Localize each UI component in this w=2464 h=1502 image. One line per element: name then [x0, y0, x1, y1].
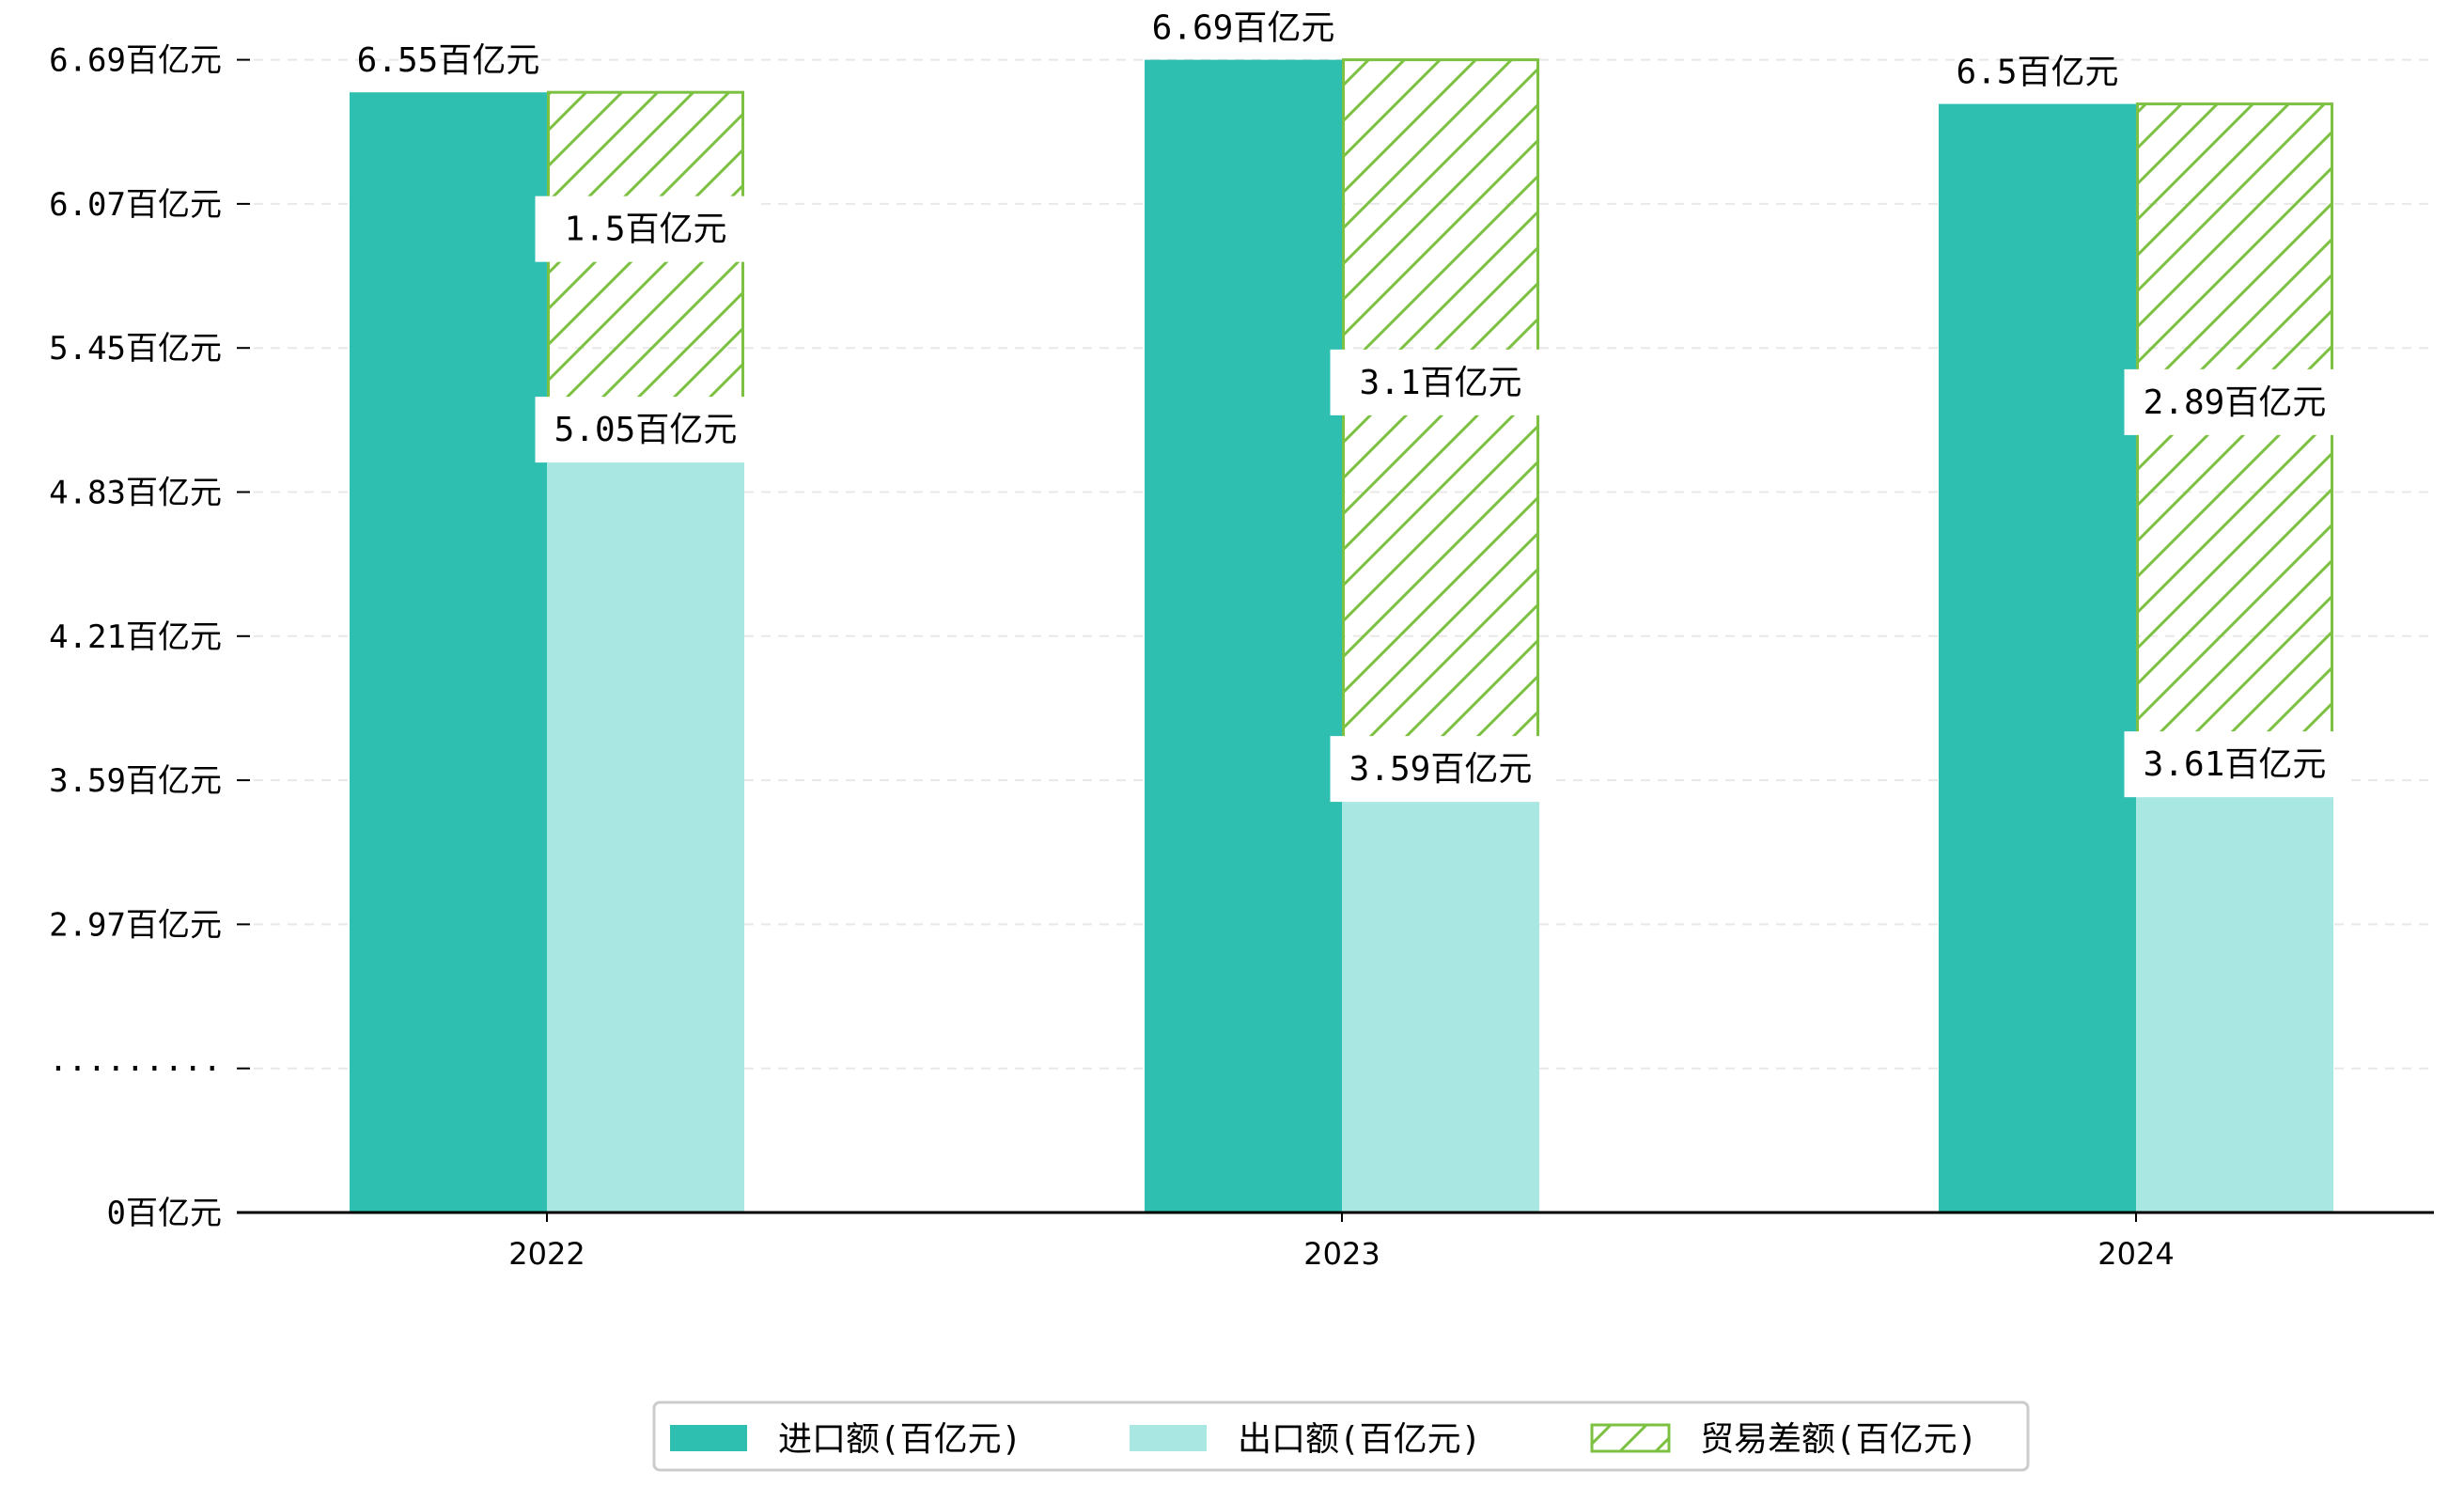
y-tick-label: 6.69百亿元	[49, 42, 222, 80]
data-label-import: 6.69百亿元	[1152, 9, 1335, 48]
data-label-export: 3.61百亿元	[2144, 745, 2327, 784]
x-tick-label: 2024	[2098, 1236, 2174, 1272]
y-tick-label: 3.59百亿元	[49, 762, 222, 800]
data-label-import: 6.55百亿元	[357, 41, 540, 80]
data-label-import: 6.5百亿元	[1956, 54, 2118, 92]
data-label-balance: 2.89百亿元	[2144, 383, 2327, 422]
x-tick-label: 2022	[508, 1236, 585, 1272]
bar-import-2023	[1145, 59, 1342, 1213]
legend-box	[652, 1400, 2030, 1472]
bars	[350, 58, 2333, 1213]
bar-balance-2023	[1342, 58, 1539, 782]
data-labels: 6.55百亿元 5.05百亿元 1.5百亿元 6.69百亿元 3.59百亿元 3.1百亿元…	[357, 9, 2346, 803]
data-label-export-bg	[1330, 736, 1552, 803]
data-label-export: 5.05百亿元	[554, 411, 738, 449]
bar-import-2024	[1939, 103, 2136, 1213]
bar-export-2022	[547, 441, 744, 1213]
legend: 进口额(百亿元) 出口额(百亿元) 贸易差额(百亿元)	[652, 1400, 2030, 1472]
data-label-balance-bg	[535, 196, 756, 262]
data-label-balance-bg	[1330, 349, 1552, 415]
bar-export-2024	[2136, 775, 2333, 1213]
data-label-export-bg	[2124, 731, 2346, 798]
x-tick-label: 2023	[1303, 1236, 1380, 1272]
legend-swatch	[1130, 1425, 1207, 1451]
legend-label: 贸易差额(百亿元)	[1700, 1420, 1977, 1459]
bar-balance-2022	[547, 90, 744, 443]
data-label-balance-bg	[2124, 368, 2346, 435]
legend-swatch	[1590, 1423, 1671, 1453]
y-tick-label: 5.45百亿元	[49, 330, 222, 368]
y-tick-label: 2.97百亿元	[49, 906, 222, 944]
legend-swatch	[670, 1425, 747, 1451]
y-tick-label: ·········	[49, 1051, 222, 1088]
y-tick-label: 4.21百亿元	[49, 618, 222, 656]
bar-balance-2024	[2136, 102, 2333, 777]
data-label-balance: 3.1百亿元	[1359, 364, 1521, 402]
legend-label: 出口额(百亿元)	[1238, 1420, 1481, 1459]
data-label-export: 3.59百亿元	[1349, 750, 1533, 789]
axes: 0百亿元 ········· 2.97百亿元 3.59百亿元 4.21百亿元 4.83百亿…	[49, 42, 2434, 1272]
data-label-balance: 1.5百亿元	[564, 211, 726, 249]
y-tick-label: 6.07百亿元	[49, 186, 222, 224]
legend-label: 进口额(百亿元)	[778, 1420, 1021, 1459]
y-tick-label: 4.83百亿元	[49, 475, 222, 512]
bar-export-2023	[1342, 780, 1539, 1213]
data-label-export-bg	[535, 397, 756, 463]
bar-import-2022	[350, 92, 547, 1213]
y-tick-label: 0百亿元	[107, 1195, 222, 1232]
